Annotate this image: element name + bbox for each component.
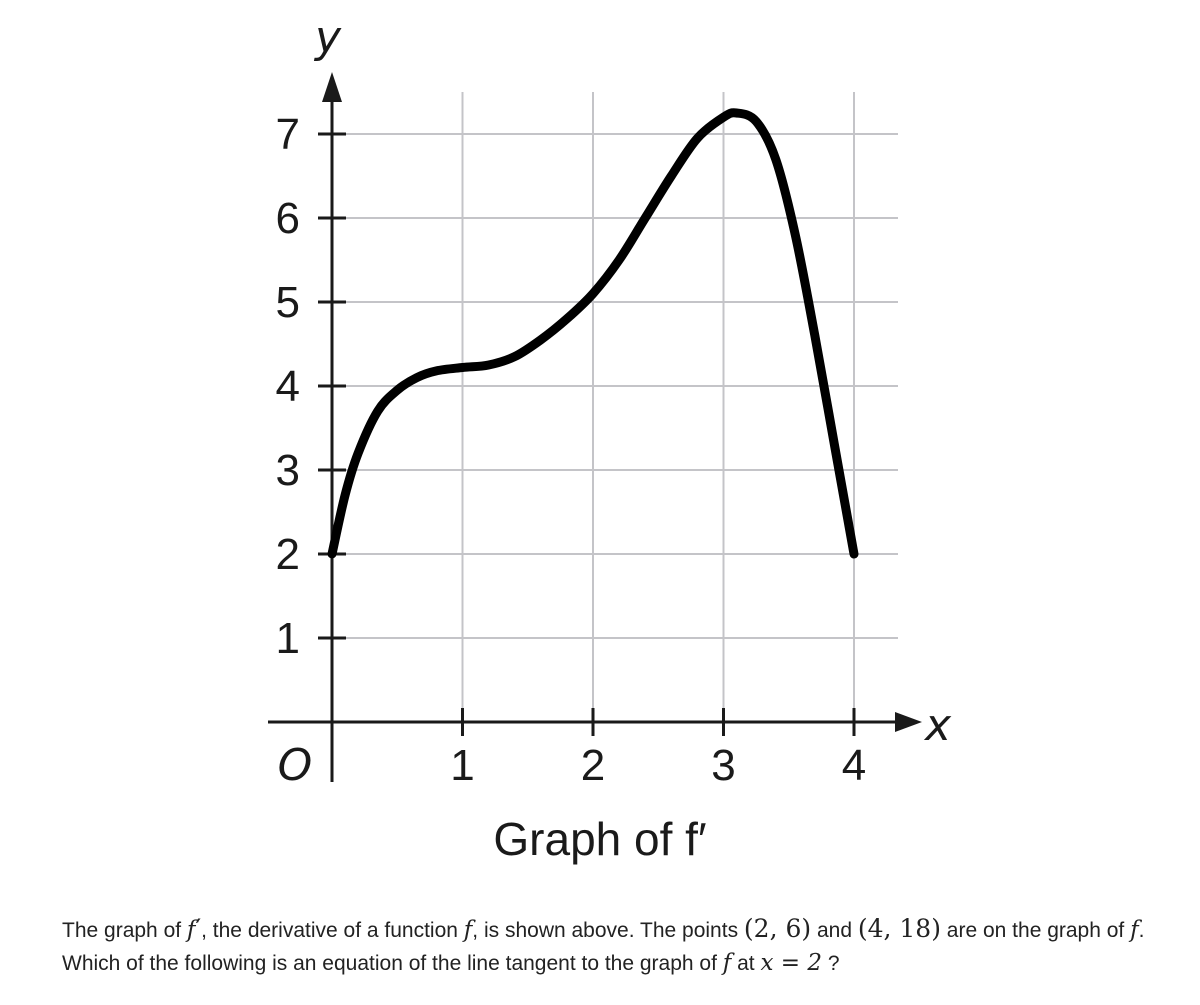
question-text: The graph of f′, the derivative of a fun…: [62, 912, 1172, 980]
question-text-part: ?: [821, 952, 840, 975]
question-text-part: at: [731, 952, 761, 975]
y-tick-label: 3: [276, 446, 300, 495]
math-x-equals: x = 2: [760, 950, 822, 976]
y-axis-arrow-icon: [322, 72, 342, 102]
grid-lines: [332, 92, 898, 722]
series-line-f-prime: [327, 108, 859, 559]
math-f: f: [722, 950, 732, 976]
y-tick-label: 7: [276, 110, 300, 159]
y-tick-label: 2: [276, 530, 300, 579]
y-axis-label: y: [313, 12, 342, 63]
y-tick-label: 6: [276, 194, 300, 243]
math-f: f: [1130, 917, 1139, 943]
x-axis-arrow-icon: [895, 712, 922, 732]
y-tick-label: 5: [276, 278, 300, 327]
x-tick-label: 3: [711, 741, 735, 790]
question-text-part: , the derivative of a function: [201, 919, 464, 942]
question-text-part: . Which of the following is an equation …: [62, 919, 1145, 975]
origin-label: O: [278, 740, 313, 791]
x-tick-label: 1: [450, 741, 474, 790]
math-f: f: [186, 917, 196, 943]
chart-svg: 1 2 3 4 5 6 7 1 2 3 4 Oy x Graph of f′: [268, 12, 952, 865]
math-point-1: (2, 6): [743, 914, 812, 943]
x-tick-label: 2: [581, 741, 605, 790]
y-tick-label: 4: [276, 362, 300, 411]
x-axis-label: x: [923, 700, 952, 751]
question-text-part: , is shown above. The points: [472, 919, 744, 942]
x-tick-label: 4: [842, 741, 866, 790]
question-text-part: and: [811, 919, 858, 942]
question-text-part: The graph of: [62, 919, 187, 942]
y-tick-label: 1: [276, 614, 300, 663]
math-point-2: (4, 18): [857, 914, 941, 943]
math-prime: ′: [195, 914, 202, 943]
math-f: f: [463, 917, 473, 943]
chart-caption: Graph of f′: [493, 813, 706, 865]
question-text-part: are on the graph of: [940, 919, 1131, 942]
